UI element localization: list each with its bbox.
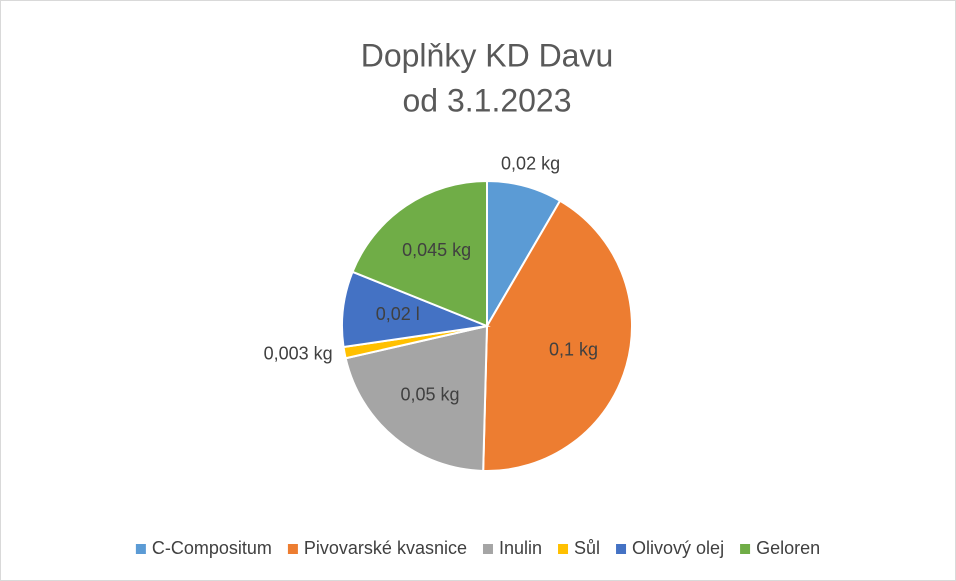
legend-swatch [135, 544, 146, 554]
chart-title: Doplňky KD Davu [361, 37, 614, 73]
legend-label: Olivový olej [632, 538, 724, 558]
legend-swatch [740, 544, 751, 554]
legend-label: C-Compositum [152, 538, 272, 558]
legend-label: Sůl [574, 538, 600, 558]
legend-label: Pivovarské kvasnice [304, 538, 467, 558]
data-label: 0,1 kg [549, 339, 598, 359]
legend-label: Geloren [756, 538, 820, 558]
legend-swatch [287, 544, 298, 554]
legend-swatch [616, 544, 627, 554]
legend-swatch [482, 544, 493, 554]
chart-title: od 3.1.2023 [402, 82, 571, 118]
data-label: 0,045 kg [402, 240, 471, 260]
data-label: 0,003 kg [264, 344, 333, 364]
data-label: 0,02 l [376, 304, 420, 324]
pie-slice [351, 179, 488, 328]
pie-slice [344, 324, 489, 472]
legend-label: Inulin [499, 538, 542, 558]
data-label: 0,02 kg [501, 154, 560, 174]
legend-swatch [558, 544, 569, 554]
pie-slice [482, 199, 633, 472]
data-label: 0,05 kg [401, 384, 460, 404]
